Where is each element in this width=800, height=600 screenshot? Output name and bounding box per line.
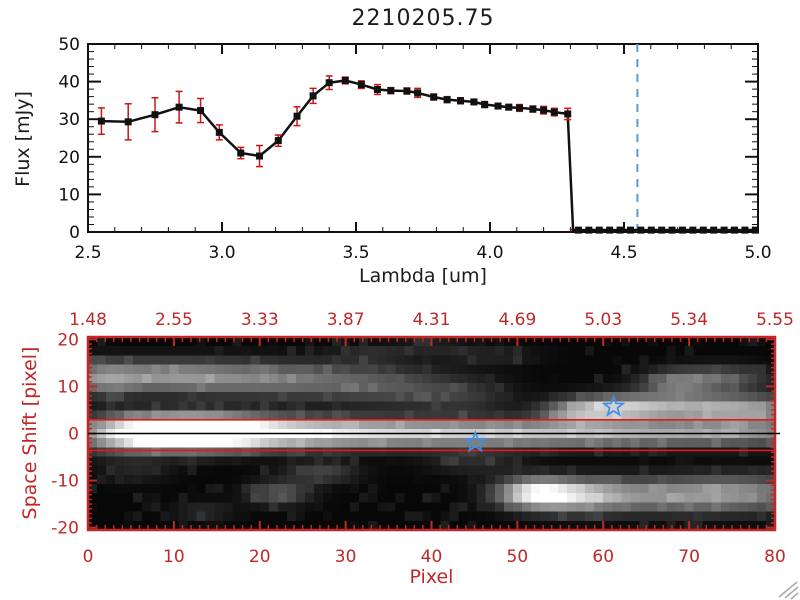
data-point (215, 128, 223, 136)
data-point (293, 112, 301, 120)
data-point (585, 226, 593, 234)
data-point (357, 81, 365, 89)
pixel-axis-label: Pixel (409, 566, 454, 588)
y-tick-label: 50 (58, 35, 80, 55)
y-tick-label: 10 (58, 185, 80, 205)
wavelength-tick-label: 5.03 (584, 310, 622, 330)
wavelength-tick-label: 4.31 (413, 310, 451, 330)
data-point (373, 85, 381, 93)
data-point (97, 117, 105, 125)
data-point (325, 79, 333, 87)
star-marker[interactable] (601, 394, 626, 417)
resize-grip (790, 592, 799, 600)
star-marker[interactable] (463, 430, 488, 453)
data-point (457, 97, 465, 105)
data-point (720, 226, 728, 234)
pixel-tick-label: 50 (507, 547, 529, 567)
data-point (124, 118, 132, 126)
pixel-tick-label: 60 (592, 547, 614, 567)
data-point (430, 93, 438, 101)
wavelength-tick-label: 2.55 (155, 310, 193, 330)
data-point (470, 98, 478, 106)
y-tick-label: 20 (58, 148, 80, 168)
wavelength-tick-label: 5.34 (670, 310, 708, 330)
data-point (274, 137, 282, 145)
wavelength-tick-label: 3.87 (327, 310, 365, 330)
data-point (741, 226, 749, 234)
x-tick-label: 3.0 (208, 243, 235, 263)
data-point (689, 226, 697, 234)
data-point (595, 226, 603, 234)
space-shift-tick-label: 10 (57, 377, 79, 397)
x-tick-label: 2.5 (74, 243, 101, 263)
data-point (647, 226, 655, 234)
data-point (515, 104, 523, 112)
data-point (529, 105, 537, 113)
data-point (197, 107, 205, 115)
x-tick-label: 5.0 (744, 243, 771, 263)
pixel-tick-label: 40 (421, 547, 443, 567)
pixel-tick-label: 80 (764, 547, 786, 567)
data-point (387, 87, 395, 95)
data-point (256, 152, 264, 160)
x-tick-label: 4.5 (610, 243, 637, 263)
chart-title: 2210205.75 (351, 6, 495, 31)
data-point (751, 226, 759, 234)
x-tick-label: 4.0 (476, 243, 503, 263)
data-point (481, 101, 489, 109)
pixel-tick-label: 20 (249, 547, 271, 567)
y-tick-label: 0 (69, 223, 80, 243)
data-point (443, 96, 451, 104)
data-point (341, 76, 349, 84)
data-point (637, 226, 645, 234)
data-point (550, 108, 558, 116)
wavelength-tick-label: 5.55 (756, 310, 794, 330)
top-plot-frame (87, 43, 759, 233)
data-point (668, 226, 676, 234)
wavelength-tick-label: 3.33 (241, 310, 279, 330)
data-point (505, 103, 513, 111)
data-point (574, 226, 582, 234)
space-shift-tick-label: -10 (51, 472, 79, 492)
space-shift-tick-label: 20 (57, 330, 79, 350)
data-point (678, 226, 686, 234)
data-point (658, 226, 666, 234)
data-point (710, 226, 718, 234)
x-tick-label: 3.5 (342, 243, 369, 263)
pixel-tick-label: 70 (678, 547, 700, 567)
pixel-tick-label: 0 (83, 547, 94, 567)
y-tick-label: 40 (58, 73, 80, 93)
data-point (540, 106, 548, 114)
wavelength-tick-label: 4.69 (498, 310, 536, 330)
data-point (564, 110, 572, 118)
wavelength-tick-label: 1.48 (69, 310, 107, 330)
data-point (309, 92, 317, 100)
data-point (403, 87, 411, 95)
spectrum-line (101, 79, 756, 232)
data-point (606, 226, 614, 234)
data-point (175, 103, 183, 111)
data-point (237, 149, 245, 157)
data-point (731, 226, 739, 234)
resize-grip (784, 586, 799, 599)
lambda-axis-label: Lambda [um] (359, 265, 487, 287)
data-point (414, 89, 422, 97)
y-tick-label: 30 (58, 110, 80, 130)
data-point (699, 226, 707, 234)
space-shift-tick-label: 0 (68, 425, 79, 445)
resize-grip (778, 581, 798, 598)
pixel-tick-label: 30 (335, 547, 357, 567)
data-point (494, 102, 502, 110)
data-point (616, 226, 624, 234)
pixel-tick-label: 10 (163, 547, 185, 567)
space-shift-tick-label: -20 (51, 519, 79, 539)
data-point (626, 226, 634, 234)
data-point (151, 111, 159, 119)
